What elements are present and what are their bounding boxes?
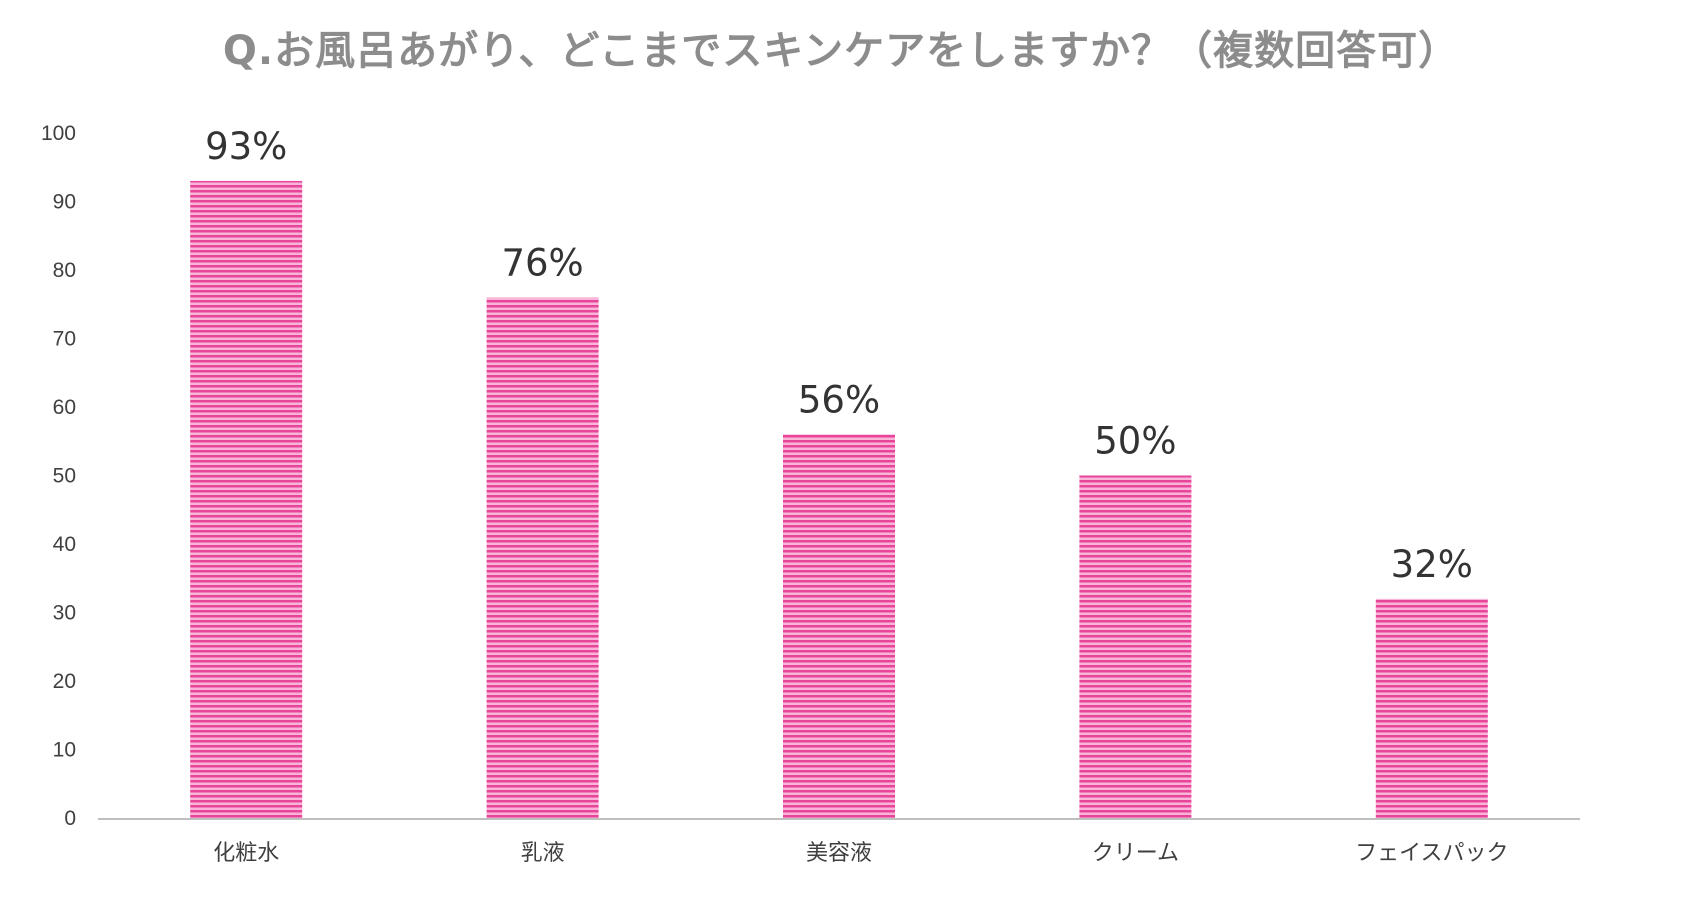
y-tick-label: 50: [53, 465, 76, 488]
bar-data-label: 32%: [1391, 543, 1473, 586]
data-labels: 93% 76% 56% 50% 32%: [205, 125, 1473, 586]
category-labels: 化粧水 乳液 美容液 クリーム フェイスパック: [213, 841, 1508, 866]
y-axis-labels: 0 10 20 30 40 50 60 70 80 90 100: [41, 122, 76, 830]
bar-data-label: 50%: [1094, 420, 1176, 463]
y-tick-label: 70: [53, 328, 76, 351]
bars: [190, 180, 1488, 818]
x-category-label: 美容液: [806, 841, 872, 866]
bar: [190, 180, 303, 818]
y-tick-label: 10: [53, 739, 76, 762]
bar-data-label: 56%: [798, 378, 880, 421]
y-tick-label: 60: [53, 396, 76, 419]
bar-data-label: 93%: [205, 125, 287, 168]
chart-title: Q.お風呂あがり、どこまでスキンケアをしますか？（複数回答可）: [222, 28, 1460, 74]
y-tick-label: 0: [64, 807, 76, 830]
y-tick-label: 20: [53, 670, 76, 693]
bar-data-label: 76%: [501, 241, 583, 284]
x-category-label: クリーム: [1092, 841, 1179, 866]
x-category-label: 乳液: [521, 841, 565, 866]
y-tick-label: 100: [41, 122, 76, 145]
bar: [486, 297, 599, 818]
x-category-label: フェイスパック: [1355, 841, 1508, 866]
bar: [1079, 475, 1192, 818]
x-category-label: 化粧水: [213, 841, 279, 866]
bar: [1375, 598, 1488, 818]
y-tick-label: 40: [53, 533, 76, 556]
y-tick-label: 80: [53, 259, 76, 282]
bar: [783, 434, 895, 818]
y-tick-label: 30: [53, 602, 76, 625]
y-tick-label: 90: [53, 191, 76, 214]
